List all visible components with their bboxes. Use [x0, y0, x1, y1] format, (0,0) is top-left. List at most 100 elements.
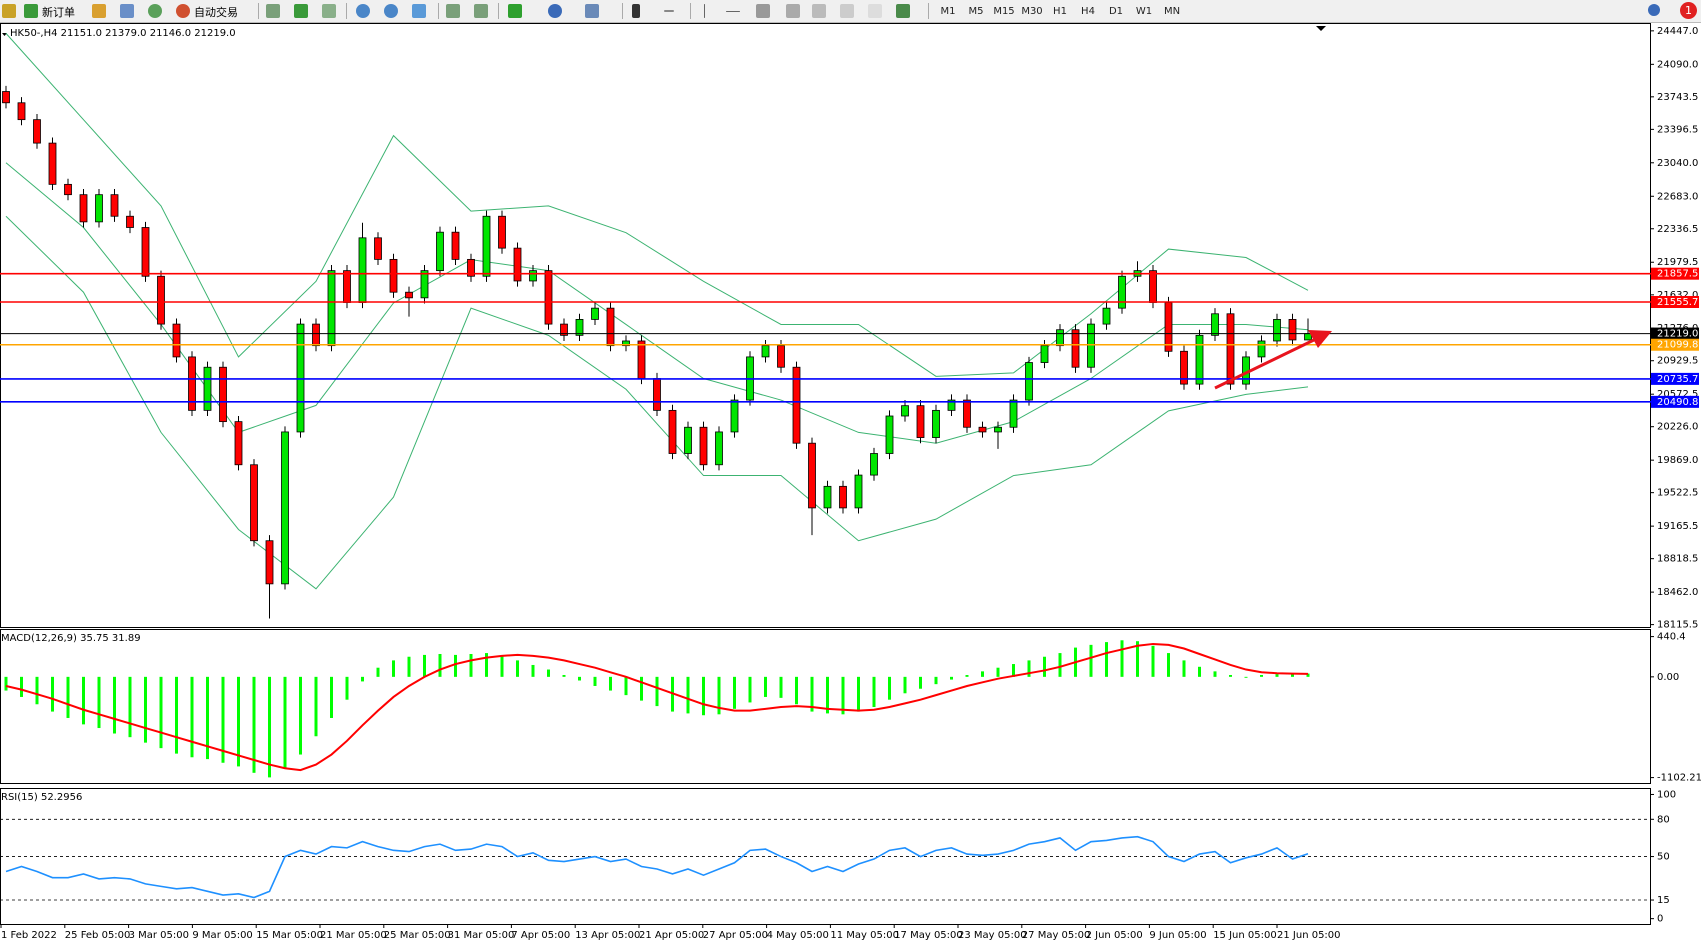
text-icon[interactable]: [840, 4, 854, 18]
icon[interactable]: [120, 4, 134, 18]
y-tick-label: 24447.0: [1657, 26, 1698, 37]
x-tick-label: 7 Apr 05:00: [511, 930, 570, 941]
macd-bar: [268, 676, 271, 778]
y-tick-label: 0.00: [1657, 672, 1679, 683]
macd-bar: [950, 676, 953, 680]
candle-body: [606, 307, 615, 347]
vline-icon[interactable]: [704, 4, 705, 18]
macd-bar: [1136, 641, 1139, 677]
candle-body: [1257, 340, 1266, 358]
x-tick-label: 9 Mar 05:00: [192, 930, 252, 941]
macd-bar: [128, 676, 132, 738]
macd-bar: [981, 671, 984, 677]
hline-icon[interactable]: [726, 11, 740, 12]
macd-bar: [1275, 674, 1279, 677]
x-tick-label: 25 Mar 05:00: [384, 930, 451, 941]
candle-body: [901, 405, 909, 417]
icon[interactable]: [508, 4, 522, 18]
icon[interactable]: [294, 4, 308, 18]
y-tick-label: 23743.5: [1657, 92, 1698, 103]
candle-body: [916, 405, 925, 438]
period-button[interactable]: M15: [993, 6, 1015, 17]
icon[interactable]: [412, 4, 426, 18]
period-button[interactable]: M5: [968, 6, 984, 17]
channel-icon[interactable]: [786, 4, 800, 18]
candle-body: [343, 270, 351, 303]
main-pane: [0, 23, 1651, 628]
icon[interactable]: [92, 4, 106, 18]
candle-body: [699, 426, 708, 466]
y-tick-label: 23040.0: [1657, 158, 1698, 169]
level-label-box: [1651, 327, 1699, 340]
icon[interactable]: [446, 4, 460, 18]
y-tick-label: 24090.0: [1657, 59, 1698, 70]
candle-body: [451, 231, 460, 260]
period-button[interactable]: D1: [1108, 6, 1124, 17]
candle-body: [575, 319, 584, 336]
icon[interactable]: [384, 4, 398, 18]
label-icon[interactable]: [868, 4, 882, 18]
macd-bar: [1291, 674, 1294, 677]
candle-body: [110, 194, 119, 217]
crosshair-icon[interactable]: [664, 10, 674, 12]
candle-body: [467, 258, 475, 277]
icon[interactable]: [24, 4, 38, 18]
candle-body: [1288, 319, 1297, 341]
candle-body: [622, 340, 630, 347]
rsi-title: RSI(15) 52.2956: [1, 792, 82, 803]
period-button[interactable]: M30: [1021, 6, 1043, 17]
macd-bar: [1151, 645, 1155, 677]
trend-icon[interactable]: [756, 4, 770, 18]
macd-bar: [624, 676, 628, 696]
period-button[interactable]: H1: [1053, 6, 1067, 17]
period-button[interactable]: H4: [1081, 6, 1095, 17]
icon[interactable]: [356, 4, 370, 18]
candle-body: [1056, 329, 1064, 347]
macd-bar: [237, 676, 240, 767]
level-label-box: [1651, 295, 1699, 308]
macd-bar: [376, 667, 380, 677]
candle-body: [265, 540, 274, 585]
auto-trading-button[interactable]: 自动交易: [192, 2, 240, 21]
macd-bar: [392, 660, 395, 677]
new-order-button[interactable]: 新订单: [40, 2, 77, 21]
x-tick-label: 1 Feb 2022: [1, 930, 57, 941]
y-tick-label: 20226.0: [1657, 422, 1698, 433]
period-button[interactable]: W1: [1135, 6, 1153, 17]
candle-body: [947, 399, 956, 411]
icon[interactable]: [266, 4, 280, 18]
icon[interactable]: [585, 4, 599, 18]
notification-badge[interactable]: 1: [1680, 2, 1697, 19]
candle-body: [1118, 275, 1126, 309]
icon[interactable]: [474, 4, 488, 18]
macd-bar: [810, 676, 814, 712]
icon[interactable]: [176, 4, 190, 18]
period-button[interactable]: M1: [940, 6, 956, 17]
icon[interactable]: [2, 4, 16, 18]
period-button[interactable]: MN: [1163, 6, 1181, 17]
candle-body: [374, 237, 382, 260]
search-icon[interactable]: [1648, 4, 1660, 16]
y-tick-label: 18462.0: [1657, 587, 1698, 598]
icon[interactable]: [148, 4, 162, 18]
bollinger-lower: [5, 215, 1309, 590]
macd-bar: [1027, 660, 1031, 677]
separator: [258, 3, 259, 19]
x-tick-label: 21 Apr 05:00: [639, 930, 704, 941]
arrow-icon[interactable]: [896, 4, 910, 18]
macd-title: MACD(12,26,9) 35.75 31.89: [1, 633, 141, 644]
candle-body: [296, 323, 305, 433]
macd-bar: [159, 676, 163, 749]
macd-bar: [826, 676, 829, 714]
period-bar: M1 M5 M15 M30 H1 H4 D1 W1 MN: [934, 3, 1186, 20]
icon[interactable]: [322, 4, 336, 18]
icon[interactable]: [548, 4, 562, 18]
fibo-icon[interactable]: [812, 4, 826, 18]
macd-bar: [903, 676, 907, 694]
macd-bar: [748, 676, 752, 703]
y-tick-label: 0: [1657, 914, 1663, 925]
candle-body: [436, 231, 444, 272]
cursor-icon[interactable]: [632, 4, 640, 18]
macd-bar: [485, 653, 488, 677]
